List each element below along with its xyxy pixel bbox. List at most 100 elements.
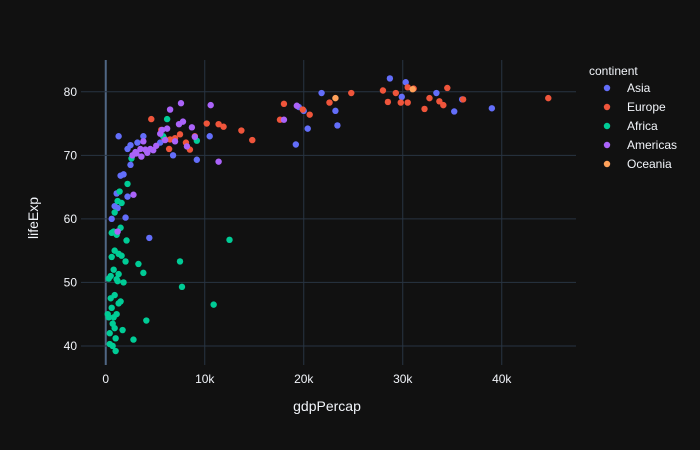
data-point-asia[interactable] <box>318 89 325 97</box>
data-point-asia[interactable] <box>134 139 141 146</box>
data-point-africa[interactable] <box>210 301 217 308</box>
data-point-europe[interactable] <box>459 96 467 103</box>
data-point-asia[interactable] <box>108 215 115 223</box>
legend-marker-oceania[interactable] <box>603 160 611 168</box>
data-point-asia[interactable] <box>117 172 124 179</box>
data-point-africa[interactable] <box>123 237 130 244</box>
data-point-americas[interactable] <box>191 133 199 141</box>
data-point-africa[interactable] <box>226 236 233 244</box>
legend-marker-americas[interactable] <box>603 141 611 149</box>
data-point-americas[interactable] <box>280 116 288 123</box>
data-point-africa[interactable] <box>120 279 127 286</box>
data-point-africa[interactable] <box>115 270 122 278</box>
data-point-europe[interactable] <box>379 87 387 94</box>
data-point-asia[interactable] <box>127 161 134 169</box>
data-point-africa[interactable] <box>108 253 115 261</box>
data-point-asia[interactable] <box>206 133 213 140</box>
data-point-americas[interactable] <box>179 118 187 125</box>
data-point-africa[interactable] <box>163 115 171 123</box>
data-point-asia[interactable] <box>193 156 201 163</box>
data-point-africa[interactable] <box>113 310 120 318</box>
data-point-europe[interactable] <box>165 145 173 153</box>
legend-marker-europe[interactable] <box>603 103 611 111</box>
data-point-africa[interactable] <box>108 229 115 237</box>
data-point-americas[interactable] <box>215 158 222 165</box>
data-point-africa[interactable] <box>112 335 119 342</box>
data-point-americas[interactable] <box>163 125 171 132</box>
data-point-europe[interactable] <box>440 101 447 109</box>
data-point-americas[interactable] <box>183 143 191 150</box>
data-point-africa[interactable] <box>112 347 119 355</box>
data-point-europe[interactable] <box>426 94 433 102</box>
data-point-africa[interactable] <box>111 324 118 332</box>
data-point-asia[interactable] <box>122 214 129 221</box>
data-point-europe[interactable] <box>384 98 392 106</box>
data-point-africa[interactable] <box>119 326 126 334</box>
data-point-asia[interactable] <box>140 133 147 140</box>
data-point-europe[interactable] <box>215 120 222 128</box>
data-point-africa[interactable] <box>114 197 121 205</box>
data-point-europe[interactable] <box>436 98 443 105</box>
data-point-americas[interactable] <box>138 153 145 160</box>
data-point-africa[interactable] <box>130 336 137 343</box>
data-point-americas[interactable] <box>207 101 214 109</box>
data-point-americas[interactable] <box>142 146 149 153</box>
data-point-asia[interactable] <box>488 105 496 112</box>
legend-marker-africa[interactable] <box>603 122 611 130</box>
data-point-americas[interactable] <box>153 142 160 149</box>
data-point-africa[interactable] <box>178 283 186 291</box>
data-point-americas[interactable] <box>177 100 185 107</box>
data-point-americas[interactable] <box>114 228 121 235</box>
legend[interactable]: continent Asia Europe Africa Americas Oceani… <box>589 64 677 171</box>
data-point-europe[interactable] <box>238 127 245 134</box>
legend-marker-asia[interactable] <box>603 84 611 92</box>
data-point-africa[interactable] <box>111 291 118 299</box>
data-point-africa[interactable] <box>118 252 125 259</box>
data-point-asia[interactable] <box>304 125 311 132</box>
data-point-americas[interactable] <box>140 138 147 145</box>
data-point-americas[interactable] <box>188 124 196 131</box>
data-point-africa[interactable] <box>124 180 131 188</box>
data-point-asia[interactable] <box>146 234 153 242</box>
data-point-americas[interactable] <box>129 152 136 159</box>
data-point-africa[interactable] <box>106 340 113 348</box>
data-point-europe[interactable] <box>397 99 404 106</box>
data-point-africa[interactable] <box>140 269 147 277</box>
data-point-europe[interactable] <box>280 100 288 108</box>
legend-item-africa[interactable]: Africa <box>627 119 658 133</box>
data-point-africa[interactable] <box>111 209 118 216</box>
data-point-americas[interactable] <box>161 136 169 144</box>
data-point-africa[interactable] <box>176 258 184 265</box>
data-point-europe[interactable] <box>148 115 155 123</box>
data-point-americas[interactable] <box>171 138 179 145</box>
data-point-asia[interactable] <box>115 133 122 140</box>
data-point-europe[interactable] <box>444 84 451 92</box>
data-point-europe[interactable] <box>176 131 184 138</box>
data-point-americas[interactable] <box>137 145 144 153</box>
data-point-asia[interactable] <box>169 152 177 159</box>
data-point-asia[interactable] <box>292 141 300 148</box>
data-point-americas[interactable] <box>293 102 301 109</box>
data-point-africa[interactable] <box>110 266 117 273</box>
legend-item-oceania[interactable]: Oceania <box>627 157 672 171</box>
data-point-africa[interactable] <box>135 260 142 268</box>
data-point-europe[interactable] <box>203 120 210 127</box>
legend-item-americas[interactable]: Americas <box>627 138 677 152</box>
data-point-asia[interactable] <box>451 108 458 115</box>
data-point-asia[interactable] <box>402 79 409 86</box>
data-point-europe[interactable] <box>166 136 174 143</box>
data-point-africa[interactable] <box>105 314 112 321</box>
data-point-europe[interactable] <box>348 89 355 97</box>
data-point-americas[interactable] <box>157 130 164 137</box>
legend-item-europe[interactable]: Europe <box>627 100 666 114</box>
data-point-africa[interactable] <box>122 258 129 265</box>
data-point-europe[interactable] <box>545 94 552 102</box>
data-point-europe[interactable] <box>326 99 333 106</box>
data-point-europe[interactable] <box>249 136 256 144</box>
legend-item-asia[interactable]: Asia <box>627 81 651 95</box>
data-point-africa[interactable] <box>114 277 121 285</box>
data-point-asia[interactable] <box>433 89 440 97</box>
data-point-europe[interactable] <box>404 99 411 106</box>
data-point-americas[interactable] <box>166 106 174 113</box>
data-point-asia[interactable] <box>386 75 394 82</box>
